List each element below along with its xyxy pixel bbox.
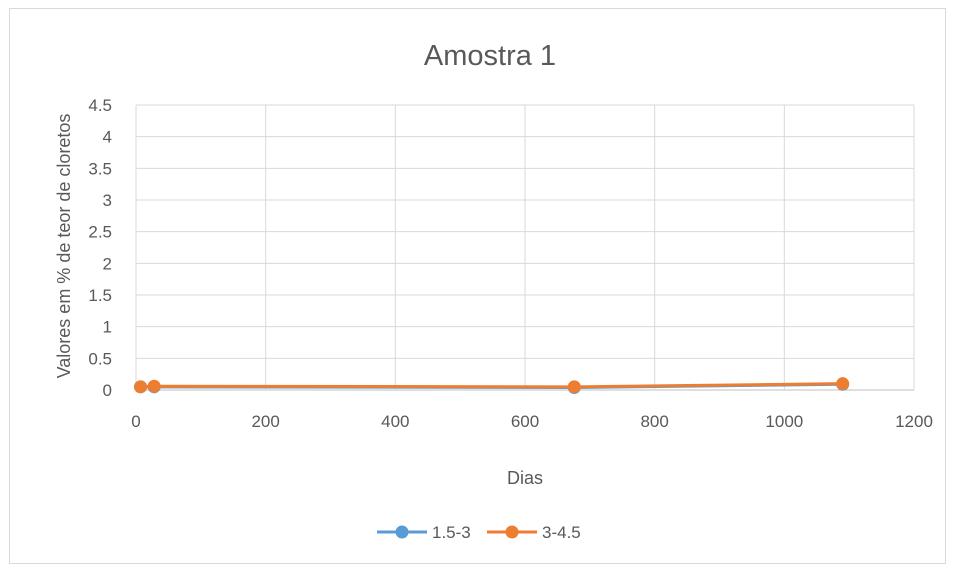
y-tick-label: 4.5	[88, 96, 112, 115]
y-tick-labels: 0 0.5 1 1.5 2 2.5 3 3.5 4 4.5	[88, 96, 112, 400]
legend-marker	[505, 525, 519, 539]
x-tick-label: 800	[640, 412, 668, 431]
y-tick-label: 4	[103, 128, 112, 147]
x-axis-title: Dias	[507, 468, 543, 488]
y-axis-title: Valores em % de teor de cloretos	[54, 114, 74, 379]
legend-item: 1.5-3	[377, 523, 471, 542]
series-layer	[134, 377, 850, 394]
x-tick-label: 400	[381, 412, 409, 431]
data-point	[836, 377, 850, 391]
legend-item: 3-4.5	[487, 523, 581, 542]
legend: 1.5-3 3-4.5	[377, 523, 581, 542]
legend-label: 1.5-3	[432, 523, 471, 542]
x-tick-label: 600	[511, 412, 539, 431]
legend-marker	[395, 525, 409, 539]
series-line	[139, 382, 845, 389]
y-tick-label: 3.5	[88, 159, 112, 178]
y-tick-label: 1.5	[88, 286, 112, 305]
x-tick-label: 200	[251, 412, 279, 431]
x-tick-label: 1000	[765, 412, 803, 431]
legend-label: 3-4.5	[542, 523, 581, 542]
x-tick-label: 1200	[895, 412, 933, 431]
series-2	[134, 377, 850, 394]
data-point	[147, 379, 161, 393]
y-tick-label: 0	[103, 381, 112, 400]
x-tick-label: 0	[131, 412, 140, 431]
chart-title: Amostra 1	[424, 40, 556, 72]
y-tick-label: 2.5	[88, 223, 112, 242]
data-point	[567, 380, 581, 394]
y-tick-label: 3	[103, 191, 112, 210]
y-tick-label: 0.5	[88, 349, 112, 368]
grid	[135, 104, 915, 391]
y-tick-label: 1	[103, 318, 112, 337]
data-point	[134, 380, 148, 394]
x-tick-labels: 0 200 400 600 800 1000 1200	[131, 412, 933, 431]
y-tick-label: 2	[103, 254, 112, 273]
chart-frame	[9, 8, 946, 564]
